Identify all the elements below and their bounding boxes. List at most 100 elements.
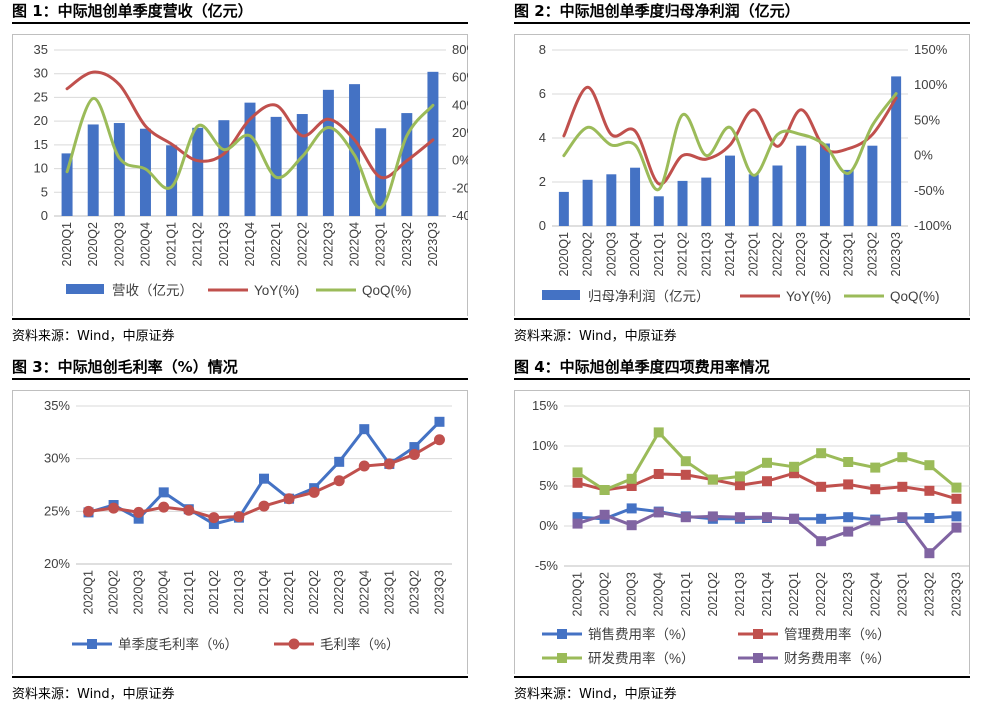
x-tick-label: 2022Q2 — [295, 222, 309, 267]
bar — [891, 76, 902, 227]
data-point — [951, 493, 962, 504]
y-tick-label: 10 — [34, 161, 48, 176]
y-tick-label: 25 — [34, 89, 48, 104]
legend-label: 毛利率（%） — [320, 636, 400, 652]
bar — [322, 89, 334, 216]
y-tick-label: 15 — [34, 137, 48, 152]
y2-tick-label: 50% — [914, 112, 940, 127]
x-tick-label: 2022Q4 — [348, 222, 362, 267]
x-tick-label: 2020Q2 — [107, 570, 121, 615]
x-tick-label: 2023Q1 — [382, 570, 396, 615]
series-line — [65, 70, 435, 180]
y2-tick-label: -100% — [914, 218, 952, 233]
data-point — [409, 442, 420, 453]
legend-label: 研发费用率（%） — [588, 650, 695, 666]
chart-title: 图 2：中际旭创单季度归母净利润（亿元） — [514, 2, 800, 20]
data-point — [572, 477, 583, 488]
bar — [401, 113, 413, 216]
x-tick-label: 2021Q3 — [733, 572, 747, 617]
data-point — [924, 485, 935, 496]
bar — [867, 145, 878, 226]
series-line — [562, 85, 898, 186]
bar — [677, 180, 688, 226]
data-point — [334, 456, 345, 467]
x-tick-label: 2022Q1 — [282, 570, 296, 615]
source-note: 资料来源：Wind，中原证券 — [12, 687, 175, 702]
x-tick-label: 2020Q1 — [60, 222, 74, 267]
chart-frame — [12, 34, 468, 316]
x-tick-label: 2023Q3 — [949, 572, 963, 617]
title-divider — [514, 378, 970, 380]
x-tick-label: 2021Q1 — [182, 570, 196, 615]
bar — [113, 123, 125, 216]
x-tick-label: 2021Q2 — [207, 570, 221, 615]
x-tick-label: 2020Q3 — [132, 570, 146, 615]
y-tick-label: 30% — [44, 451, 70, 466]
x-tick-label: 2021Q3 — [699, 232, 713, 277]
data-point — [707, 474, 718, 485]
x-tick-label: 2023Q1 — [842, 232, 856, 277]
x-tick-label: 2022Q3 — [321, 222, 335, 267]
y2-tick-label: 0% — [914, 148, 933, 163]
data-point — [233, 511, 245, 523]
data-point — [924, 460, 935, 471]
data-point — [572, 518, 583, 529]
legend-label: YoY(%) — [786, 289, 831, 304]
data-point — [680, 512, 691, 523]
chart-figure: 20% 25% 30% 35% 2020Q1 2020Q2 2020Q3 2020Q4 2021… — [12, 390, 468, 674]
chart-title: 图 4：中际旭创单季度四项费用率情况 — [514, 358, 770, 376]
bar — [843, 169, 854, 226]
data-point — [816, 513, 827, 524]
data-point — [158, 501, 170, 513]
x-tick-label: 2020Q4 — [628, 232, 642, 277]
x-tick-label: 2020Q4 — [157, 570, 171, 615]
x-tick-label: 2020Q4 — [138, 222, 152, 267]
x-tick-label: 2022Q4 — [818, 232, 832, 277]
data-point — [680, 456, 691, 467]
legend-label: 销售费用率（%） — [588, 626, 695, 642]
data-point — [924, 513, 935, 523]
y-tick-label: 25% — [44, 503, 70, 518]
data-point — [680, 469, 691, 480]
data-point — [762, 512, 772, 523]
y2-tick-label: 80% — [452, 42, 468, 57]
data-point — [843, 512, 854, 523]
data-point — [762, 476, 772, 487]
x-tick-label: 2023Q1 — [895, 572, 909, 617]
y2-tick-label: 0% — [452, 153, 468, 168]
bar — [819, 143, 830, 226]
title-divider — [12, 22, 468, 24]
data-point — [653, 469, 664, 479]
x-tick-label: 2021Q2 — [706, 572, 720, 617]
data-point — [870, 462, 881, 473]
data-point — [789, 461, 800, 472]
legend-label: YoY(%) — [254, 283, 299, 298]
x-tick-label: 2022Q2 — [307, 570, 321, 615]
x-tick-label: 2021Q2 — [191, 222, 205, 267]
x-tick-label: 2020Q1 — [571, 572, 585, 617]
source-note: 资料来源：Wind，中原证券 — [514, 329, 677, 344]
x-tick-label: 2022Q1 — [269, 222, 283, 267]
y2-tick-label: 150% — [914, 42, 948, 57]
data-point — [897, 512, 908, 523]
x-tick-label: 2020Q1 — [82, 570, 96, 615]
x-tick-label: 2022Q4 — [868, 572, 882, 617]
x-tick-label: 2021Q3 — [217, 222, 231, 267]
bar — [166, 145, 178, 216]
data-point — [158, 487, 169, 498]
y-tick-label: 35 — [34, 42, 48, 57]
data-point — [433, 434, 445, 446]
x-tick-label: 2023Q2 — [922, 572, 936, 617]
data-point — [734, 471, 745, 482]
chart-panel-1: 图 1：中际旭创单季度营收（亿元） 0 5 10 15 20 25 30 35 -40% -20%… — [12, 0, 468, 350]
x-tick-label: 2023Q3 — [889, 232, 903, 277]
x-tick-label: 2020Q2 — [86, 222, 100, 267]
data-point — [599, 509, 610, 520]
data-point — [258, 500, 270, 512]
legend-label: 单季度毛利率（%） — [118, 636, 238, 652]
y-tick-label: 8 — [539, 42, 546, 57]
y-tick-label: 0 — [41, 208, 48, 223]
bar — [748, 174, 759, 226]
x-tick-label: 2021Q1 — [679, 572, 693, 617]
legend-marker — [753, 653, 763, 663]
